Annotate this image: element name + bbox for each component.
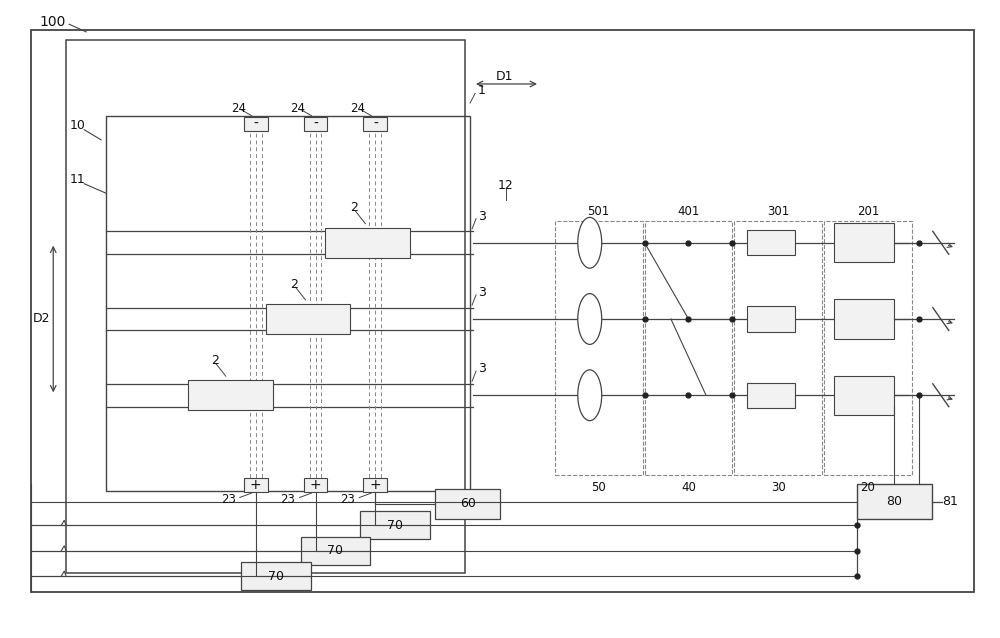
Bar — [834, 299, 894, 339]
Bar — [645, 221, 732, 475]
Text: 1: 1 — [478, 84, 486, 97]
Text: 401: 401 — [677, 205, 700, 218]
Bar — [244, 478, 268, 492]
Text: 24: 24 — [350, 101, 365, 115]
Text: 23: 23 — [340, 493, 355, 506]
Bar — [301, 537, 370, 565]
Text: 50: 50 — [591, 481, 606, 494]
Text: 100: 100 — [39, 15, 66, 29]
Text: 2: 2 — [350, 202, 358, 214]
Text: 60: 60 — [460, 498, 476, 510]
Bar — [266, 304, 350, 334]
Ellipse shape — [578, 293, 602, 345]
Bar — [304, 117, 327, 131]
Bar — [325, 228, 410, 258]
Text: 24: 24 — [231, 101, 246, 115]
Text: 3: 3 — [478, 210, 486, 223]
Text: 70: 70 — [387, 519, 403, 532]
Text: 20: 20 — [861, 481, 875, 494]
Text: 12: 12 — [498, 179, 514, 192]
Bar — [244, 117, 268, 131]
Text: 40: 40 — [681, 481, 696, 494]
Bar — [824, 221, 912, 475]
Text: 23: 23 — [221, 493, 236, 506]
Bar — [747, 230, 795, 255]
Text: 301: 301 — [767, 205, 789, 218]
Text: -: - — [373, 117, 378, 131]
Text: 70: 70 — [327, 544, 343, 558]
Text: 70: 70 — [268, 570, 284, 582]
Text: 501: 501 — [588, 205, 610, 218]
Bar — [106, 115, 470, 491]
Bar — [304, 478, 327, 492]
Bar — [188, 380, 273, 410]
Text: 3: 3 — [478, 286, 486, 299]
Bar — [834, 223, 894, 262]
Text: 30: 30 — [771, 481, 786, 494]
Text: 80: 80 — [886, 495, 902, 508]
Bar — [857, 484, 932, 519]
Text: 2: 2 — [211, 354, 219, 367]
Bar — [747, 383, 795, 408]
Text: 201: 201 — [857, 205, 879, 218]
Bar — [360, 512, 430, 539]
Text: 81: 81 — [942, 495, 958, 508]
Bar — [747, 306, 795, 332]
Text: 2: 2 — [291, 278, 298, 290]
Text: +: + — [250, 478, 261, 492]
Bar — [734, 221, 822, 475]
Bar — [834, 376, 894, 415]
Bar — [555, 221, 643, 475]
Text: 3: 3 — [478, 362, 486, 375]
Bar — [66, 40, 465, 573]
Bar — [435, 489, 500, 519]
Bar — [31, 30, 974, 592]
Text: 11: 11 — [69, 173, 85, 186]
Bar — [363, 478, 387, 492]
Text: D2: D2 — [33, 313, 50, 325]
Text: D1: D1 — [496, 70, 514, 83]
Text: 24: 24 — [291, 101, 306, 115]
Text: +: + — [310, 478, 321, 492]
Ellipse shape — [578, 370, 602, 420]
Bar — [363, 117, 387, 131]
Bar — [241, 562, 311, 590]
Text: -: - — [313, 117, 318, 131]
Text: -: - — [253, 117, 258, 131]
Text: +: + — [370, 478, 381, 492]
Text: 23: 23 — [281, 493, 295, 506]
Ellipse shape — [578, 218, 602, 268]
Text: 10: 10 — [69, 119, 85, 132]
